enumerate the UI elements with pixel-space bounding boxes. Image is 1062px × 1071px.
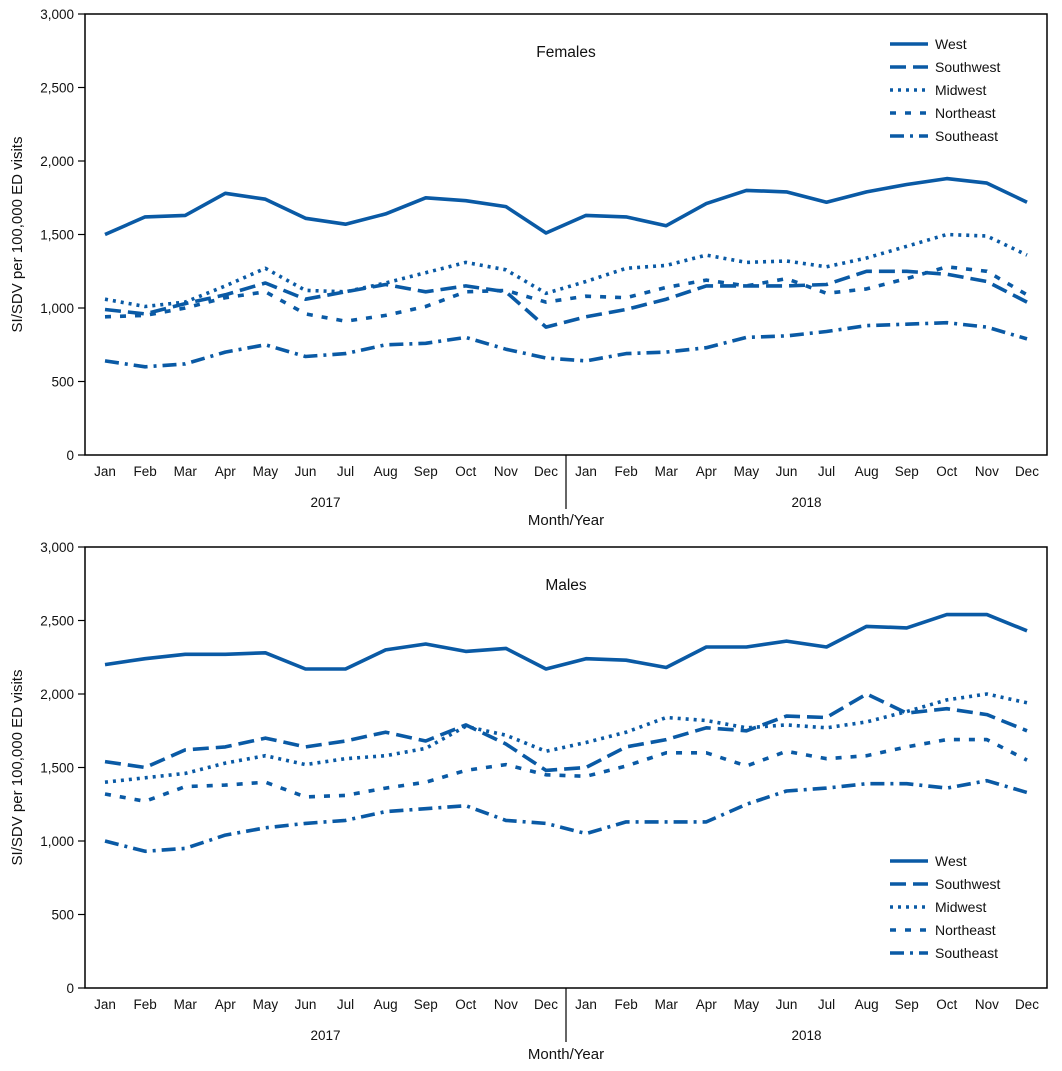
females-y-axis-title: SI/SDV per 100,000 ED visits	[9, 137, 26, 333]
females-chart: 0 500 1,000 1,500 2,000 2,500 3,000 Jan Feb Mar Ap…	[9, 7, 1048, 529]
females-x-tick-label: May	[253, 464, 279, 479]
males-x-tick-label: Jul	[337, 997, 354, 1012]
females-y-tick-label: 500	[51, 375, 74, 390]
females-y-tick-label: 1,500	[40, 228, 74, 243]
females-x-tick-label: Sep	[895, 464, 919, 479]
males-y-tick-label: 0	[66, 981, 74, 996]
males-x-tick-label: Feb	[133, 997, 156, 1012]
females-x-tick-label: Feb	[614, 464, 637, 479]
males-chart: 0 500 1,000 1,500 2,000 2,500 3,000 Jan Feb Mar Ap…	[9, 540, 1048, 1063]
males-x-tick-label: Mar	[655, 997, 679, 1012]
males-x-tick-label: Aug	[855, 997, 879, 1012]
females-x-tick-label: Apr	[215, 464, 237, 479]
males-x-tick-label: May	[734, 997, 760, 1012]
males-x-tick-label: Apr	[215, 997, 237, 1012]
females-legend-label-midwest: Midwest	[935, 82, 986, 98]
females-y-tick-label: 2,000	[40, 154, 74, 169]
males-legend-label-southwest: Southwest	[935, 876, 1000, 892]
males-legend-label-west: West	[935, 853, 967, 869]
males-y-tick-label: 2,000	[40, 687, 74, 702]
males-x-tick-label: Feb	[614, 997, 637, 1012]
females-x-tick-label: Nov	[494, 464, 518, 479]
males-y-tick-label: 2,500	[40, 614, 74, 629]
females-x-tick-label: Oct	[455, 464, 476, 479]
males-x-tick-label: Sep	[895, 997, 919, 1012]
males-y-axis-title: SI/SDV per 100,000 ED visits	[9, 670, 26, 866]
males-year-label: 2018	[791, 1028, 821, 1043]
females-series-west	[104, 176, 1028, 237]
males-panel-title: Males	[545, 577, 587, 594]
males-series-southwest	[104, 692, 1028, 773]
females-x-tick-label: Feb	[133, 464, 156, 479]
females-plot-frame	[84, 13, 1048, 456]
females-legend-label-northeast: Northeast	[935, 105, 996, 121]
males-x-tick-label: Oct	[455, 997, 476, 1012]
females-series-southwest	[104, 269, 1028, 329]
males-year-label: 2017	[310, 1028, 340, 1043]
females-x-tick-label: Jan	[94, 464, 116, 479]
females-x-tick-label: Aug	[855, 464, 879, 479]
males-x-tick-label: Nov	[975, 997, 999, 1012]
females-x-tick-label: Oct	[936, 464, 957, 479]
males-x-tick-label: Sep	[414, 997, 438, 1012]
males-legend-label-southeast: Southeast	[935, 945, 998, 961]
males-series-southeast	[104, 778, 1028, 854]
males-y-tick-label: 1,500	[40, 761, 74, 776]
females-y-tick-label: 1,000	[40, 301, 74, 316]
females-x-tick-label: Dec	[1015, 464, 1039, 479]
males-x-tick-label: Dec	[534, 997, 558, 1012]
females-panel-title: Females	[536, 44, 596, 61]
males-x-tick-label: Jun	[295, 997, 317, 1012]
males-x-tick-label: Jul	[818, 997, 835, 1012]
males-x-tick-label: Dec	[1015, 997, 1039, 1012]
females-x-tick-label: Jun	[295, 464, 317, 479]
males-x-tick-label: Jun	[776, 997, 798, 1012]
males-y-tick-label: 500	[51, 908, 74, 923]
females-year-label: 2017	[310, 495, 340, 510]
females-year-label: 2018	[791, 495, 821, 510]
females-x-tick-label: Mar	[655, 464, 679, 479]
females-legend-label-southwest: Southwest	[935, 59, 1000, 75]
females-x-tick-label: Jul	[337, 464, 354, 479]
females-series-southeast	[104, 320, 1028, 369]
males-x-tick-label: Jan	[94, 997, 116, 1012]
males-x-tick-label: Aug	[374, 997, 398, 1012]
females-legend-label-southeast: Southeast	[935, 128, 998, 144]
males-x-tick-label: Nov	[494, 997, 518, 1012]
females-x-tick-label: Jul	[818, 464, 835, 479]
males-y-tick-label: 3,000	[40, 540, 74, 555]
females-x-tick-label: Jan	[575, 464, 597, 479]
females-x-tick-label: Nov	[975, 464, 999, 479]
females-x-tick-label: Jun	[776, 464, 798, 479]
males-x-tick-label: Jan	[575, 997, 597, 1012]
males-legend-label-midwest: Midwest	[935, 899, 986, 915]
females-y-tick-label: 0	[66, 448, 74, 463]
males-x-tick-label: Apr	[696, 997, 718, 1012]
females-series-northeast	[104, 264, 1028, 324]
females-y-tick-label: 2,500	[40, 81, 74, 96]
males-x-axis-title: Month/Year	[528, 1046, 604, 1063]
females-x-tick-label: May	[734, 464, 760, 479]
males-x-tick-label: Oct	[936, 997, 957, 1012]
females-series-midwest	[104, 232, 1028, 309]
males-x-tick-label: Mar	[174, 997, 198, 1012]
females-y-tick-label: 3,000	[40, 7, 74, 22]
females-legend-label-west: West	[935, 36, 967, 52]
males-series-west	[104, 612, 1028, 671]
females-x-axis-title: Month/Year	[528, 512, 604, 529]
males-legend-label-northeast: Northeast	[935, 922, 996, 938]
males-y-tick-label: 1,000	[40, 834, 74, 849]
males-x-tick-label: May	[253, 997, 279, 1012]
females-x-tick-label: Apr	[696, 464, 718, 479]
females-x-tick-label: Dec	[534, 464, 558, 479]
females-x-tick-label: Sep	[414, 464, 438, 479]
females-x-tick-label: Mar	[174, 464, 198, 479]
females-x-tick-label: Aug	[374, 464, 398, 479]
